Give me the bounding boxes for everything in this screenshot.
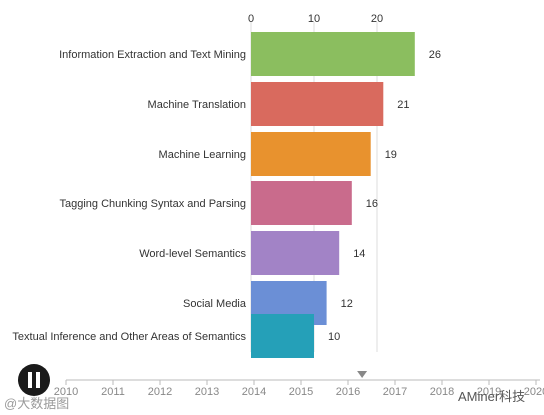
value-label: 10: [328, 331, 340, 343]
timeline-year-label[interactable]: 2015: [289, 386, 313, 398]
timeline-year-label[interactable]: 2017: [383, 386, 407, 398]
timeline-handle[interactable]: [357, 371, 368, 378]
category-label: Machine Learning: [159, 149, 246, 161]
x-tick-label: 20: [371, 13, 383, 25]
pause-icon: [28, 372, 32, 388]
value-label: 21: [397, 99, 409, 111]
timeline-year-label[interactable]: 2018: [430, 386, 454, 398]
timeline-year-label[interactable]: 2010: [54, 386, 78, 398]
bar: [251, 82, 384, 126]
timeline-year-label[interactable]: 2019: [477, 386, 501, 398]
bar: [251, 32, 415, 76]
timeline-year-label[interactable]: 2012: [148, 386, 172, 398]
pause-icon-bar: [36, 372, 40, 388]
timeline-year-label[interactable]: 2016: [336, 386, 360, 398]
value-label: 12: [341, 298, 353, 310]
value-label: 14: [353, 248, 365, 260]
timeline-year-label[interactable]: 2013: [195, 386, 219, 398]
value-label: 19: [385, 149, 397, 161]
watermark-left: @大数据图: [4, 396, 70, 411]
pause-button[interactable]: [18, 364, 50, 396]
timeline-year-label[interactable]: 2014: [242, 386, 266, 398]
category-label: Social Media: [183, 298, 247, 310]
bar: [251, 132, 371, 176]
x-tick-label: 0: [248, 13, 254, 25]
value-label: 16: [366, 198, 378, 210]
timeline-year-label[interactable]: 2020: [524, 386, 544, 398]
category-label: Textual Inference and Other Areas of Sem…: [12, 331, 246, 343]
bar-series: Information Extraction and Text Mining 26…: [12, 32, 441, 358]
category-label: Machine Translation: [148, 99, 246, 111]
watermark-right: AMiner科技: [458, 389, 526, 404]
bar: [251, 314, 314, 358]
value-axis: 0 10 20: [248, 13, 383, 25]
value-label: 26: [429, 49, 441, 61]
bar: [251, 231, 340, 275]
pause-button-circle[interactable]: [18, 364, 50, 396]
year-timeline[interactable]: 2010 2011 2012 2013 2014 2015 2016 2017 2018 2019…: [54, 371, 544, 398]
category-label: Information Extraction and Text Mining: [59, 49, 246, 61]
category-label: Word-level Semantics: [139, 248, 246, 260]
x-tick-label: 10: [308, 13, 320, 25]
timeline-year-label[interactable]: 2011: [101, 386, 125, 398]
bar: [251, 181, 352, 225]
category-label: Tagging Chunking Syntax and Parsing: [59, 198, 246, 210]
